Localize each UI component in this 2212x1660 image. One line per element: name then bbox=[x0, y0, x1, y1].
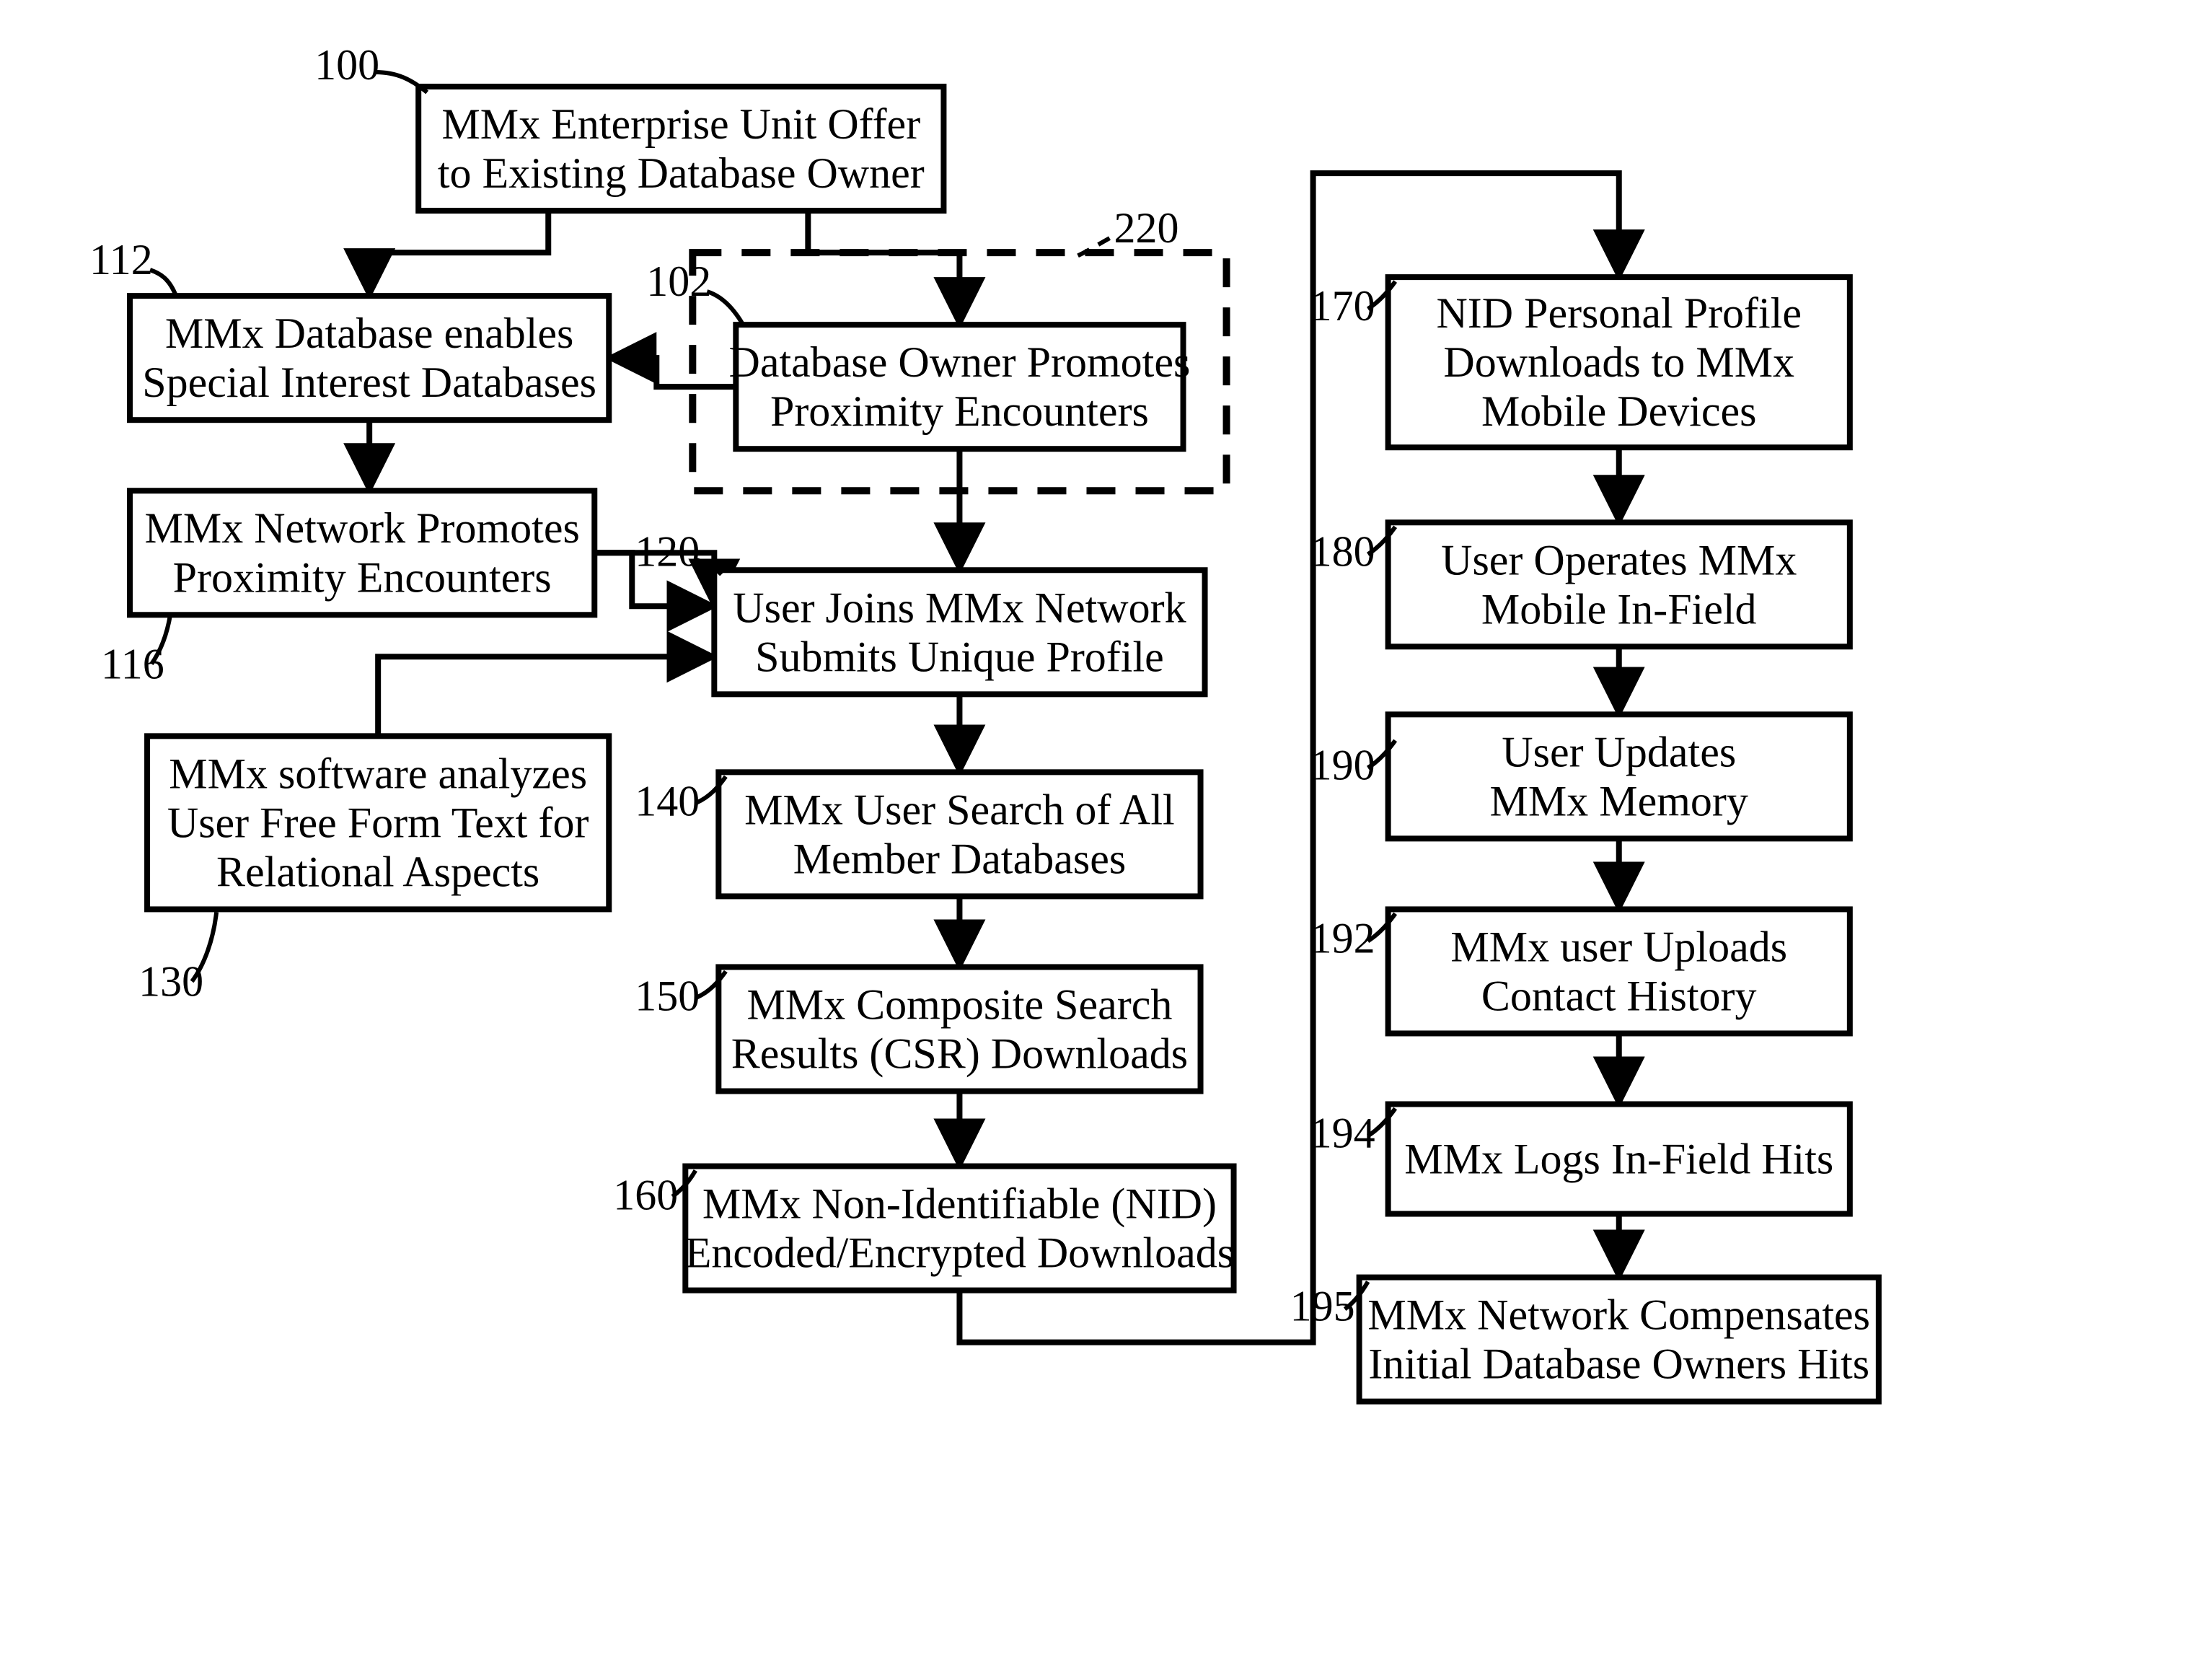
node-text: MMx software analyzesUser Free Form Text… bbox=[167, 750, 589, 895]
ref-label-192: 192 bbox=[1310, 914, 1375, 962]
lead-line bbox=[150, 270, 176, 296]
node-100: MMx Enterprise Unit Offerto Existing Dat… bbox=[314, 41, 943, 211]
node-text: User Operates MMxMobile In-Field bbox=[1441, 536, 1797, 633]
ref-label-150: 150 bbox=[635, 972, 700, 1019]
ref-label-160: 160 bbox=[613, 1172, 678, 1219]
edge-0 bbox=[369, 211, 548, 296]
flowchart-canvas: MMx Enterprise Unit Offerto Existing Dat… bbox=[0, 0, 2212, 1660]
node-192: MMx user UploadsContact History192 bbox=[1310, 909, 1850, 1033]
node-text: MMx Composite SearchResults (CSR) Downlo… bbox=[731, 980, 1188, 1077]
node-140: MMx User Search of AllMember Databases14… bbox=[635, 772, 1200, 896]
edge-1 bbox=[808, 211, 959, 325]
edge-7 bbox=[378, 656, 714, 736]
edge-2 bbox=[609, 358, 736, 387]
nodes-layer: MMx Enterprise Unit Offerto Existing Dat… bbox=[89, 41, 1879, 1402]
ref-label-170: 170 bbox=[1310, 282, 1375, 330]
node-195: MMx Network CompensatesInitial Database … bbox=[1290, 1278, 1879, 1402]
node-130: MMx software analyzesUser Free Form Text… bbox=[138, 736, 609, 1005]
lead-line bbox=[707, 291, 743, 325]
node-text: MMx Network CompensatesInitial Database … bbox=[1367, 1291, 1870, 1388]
node-120: User Joins MMx NetworkSubmits Unique Pro… bbox=[635, 527, 1204, 694]
ref-label-100: 100 bbox=[314, 41, 379, 89]
node-text: NID Personal ProfileDownloads to MMxMobi… bbox=[1436, 289, 1802, 435]
ref-label-120: 120 bbox=[635, 527, 700, 575]
ref-label-116: 116 bbox=[101, 640, 164, 688]
ref-label-194: 194 bbox=[1310, 1110, 1375, 1157]
node-102: Database Owner PromotesProximity Encount… bbox=[646, 258, 1190, 449]
ref-label-112: 112 bbox=[89, 236, 153, 284]
node-170: NID Personal ProfileDownloads to MMxMobi… bbox=[1310, 277, 1850, 447]
node-text: MMx Logs In-Field Hits bbox=[1404, 1136, 1833, 1183]
node-160: MMx Non-Identifiable (NID)Encoded/Encryp… bbox=[613, 1167, 1234, 1291]
node-112: MMx Database enablesSpecial Interest Dat… bbox=[89, 236, 609, 420]
node-150: MMx Composite SearchResults (CSR) Downlo… bbox=[635, 967, 1200, 1091]
ref-label-102: 102 bbox=[646, 258, 711, 305]
ref-label-220: 220 bbox=[1114, 204, 1179, 252]
node-194: MMx Logs In-Field Hits 194 bbox=[1310, 1104, 1850, 1213]
node-190: User UpdatesMMx Memory190 bbox=[1310, 714, 1850, 838]
node-180: User Operates MMxMobile In-Field 180 bbox=[1310, 522, 1850, 646]
ref-label-190: 190 bbox=[1310, 741, 1375, 789]
ref-label-180: 180 bbox=[1310, 527, 1375, 575]
ref-label-140: 140 bbox=[635, 777, 700, 825]
